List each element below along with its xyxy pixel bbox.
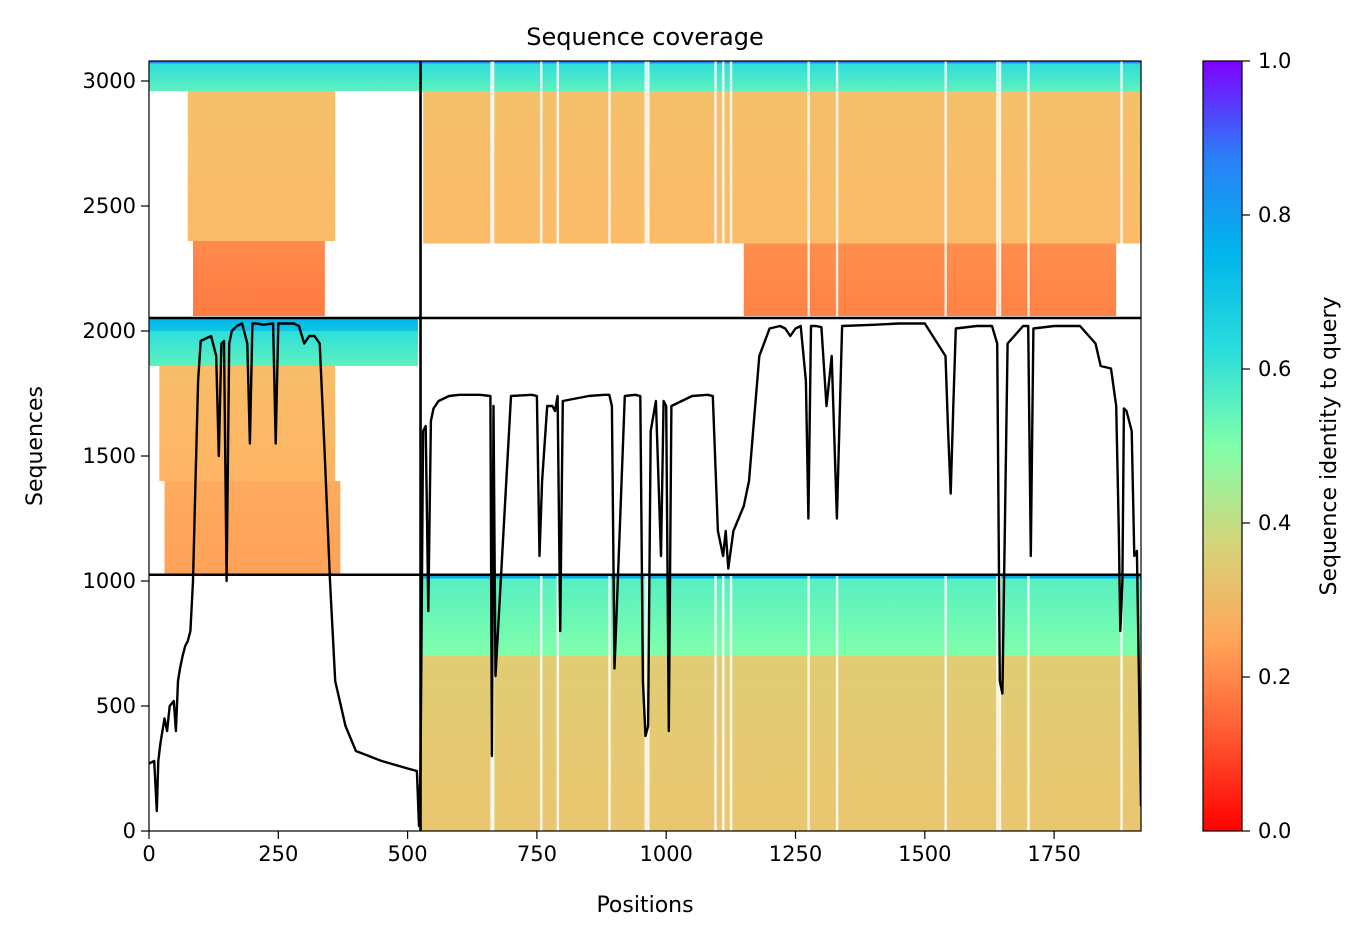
y-tick-label: 1000 xyxy=(83,569,136,593)
x-tick-label: 1750 xyxy=(1027,842,1080,866)
block-top-band xyxy=(187,91,336,241)
chart-title: Sequence coverage xyxy=(526,23,763,51)
plot-area xyxy=(149,61,1141,831)
x-tick-label: 1500 xyxy=(898,842,951,866)
y-axis-ticks: 0 500 1000 1500 2000 2500 3000 xyxy=(83,69,149,843)
colorbar-label: Sequence identity to query xyxy=(1317,296,1342,595)
block-top-band xyxy=(743,243,1117,316)
colorbar-tick-label: 0.0 xyxy=(1258,819,1291,843)
block-middle-band xyxy=(149,331,418,366)
colorbar-ticks: 0.0 0.2 0.4 0.6 0.8 1.0 xyxy=(1242,49,1291,843)
x-tick-label: 1000 xyxy=(639,842,692,866)
colorbar-tick-label: 0.8 xyxy=(1258,203,1291,227)
y-tick-label: 2500 xyxy=(83,194,136,218)
block-top-band xyxy=(192,241,325,316)
y-tick-label: 3000 xyxy=(83,69,136,93)
x-tick-label: 1250 xyxy=(769,842,822,866)
gap-column xyxy=(729,61,733,831)
colorbar-tick-label: 1.0 xyxy=(1258,49,1291,73)
block-top-band xyxy=(423,91,1141,244)
block-bottom-band xyxy=(420,574,1141,579)
block-bottom-band xyxy=(420,578,1141,656)
y-tick-label: 0 xyxy=(123,819,136,843)
gap-column xyxy=(644,61,647,831)
y-tick-label: 1500 xyxy=(83,444,136,468)
x-axis-label: Positions xyxy=(596,893,693,918)
plot-frame xyxy=(148,60,1142,832)
gap-column xyxy=(1120,61,1123,831)
block-bottom-band xyxy=(420,656,1141,831)
gap-column xyxy=(998,61,1002,831)
gap-column xyxy=(835,61,839,831)
colorbar-tick-label: 0.2 xyxy=(1258,665,1291,689)
block-middle-band xyxy=(164,481,341,575)
gap-column xyxy=(647,61,650,831)
gap-column xyxy=(608,61,611,831)
colorbar-tick-label: 0.6 xyxy=(1258,357,1291,381)
colorbar-gradient xyxy=(1202,60,1243,832)
x-tick-label: 500 xyxy=(388,842,428,866)
gap-column xyxy=(540,61,543,831)
colorbar: 0.0 0.2 0.4 0.6 0.8 1.0 Sequence identity to … xyxy=(1202,49,1342,843)
x-tick-label: 750 xyxy=(517,842,557,866)
x-axis-ticks: 0 250 500 750 1000 1250 1500 1750 xyxy=(142,831,1081,866)
y-axis-label: Sequences xyxy=(23,386,48,506)
x-tick-label: 250 xyxy=(258,842,298,866)
x-tick-label: 0 xyxy=(142,842,155,866)
gap-column xyxy=(722,61,725,831)
y-tick-label: 2000 xyxy=(83,319,136,343)
gap-column xyxy=(944,61,947,831)
coverage-line xyxy=(149,322,1141,828)
colorbar-tick-label: 0.4 xyxy=(1258,511,1291,535)
y-tick-label: 500 xyxy=(96,694,136,718)
